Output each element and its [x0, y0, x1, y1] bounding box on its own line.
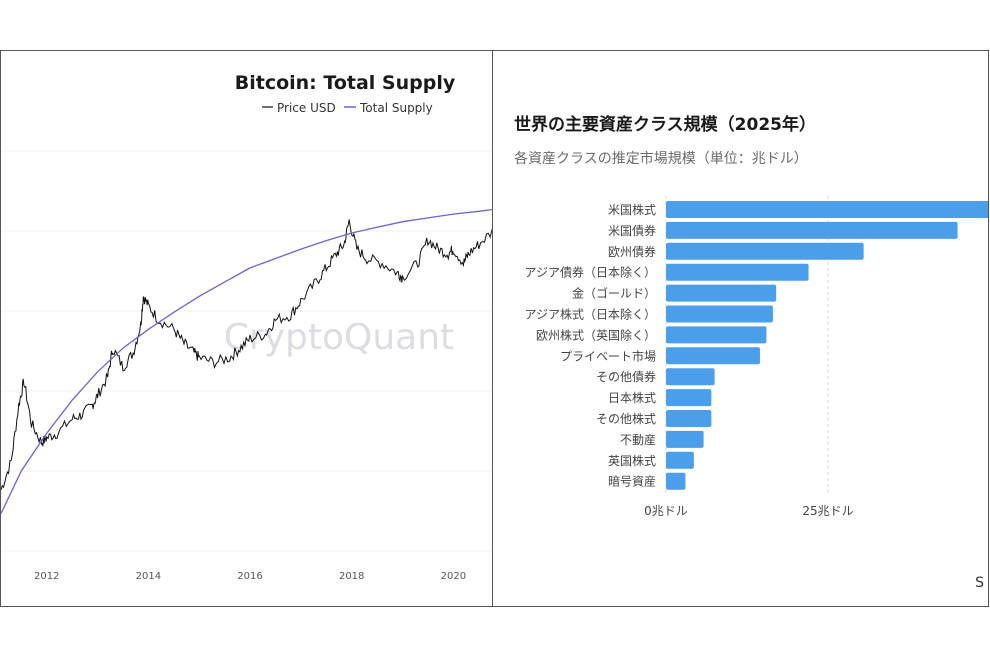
category-label: 暗号資産 — [608, 474, 656, 489]
legend-price-label: Price USD — [277, 101, 336, 115]
watermark: CryptoQuant — [224, 317, 454, 358]
bar — [666, 472, 686, 490]
gridlines — [665, 196, 829, 496]
bitcoin-supply-chart: CryptoQuant Bitcoin: Total Supply Price … — [1, 72, 492, 582]
x-axis: 0兆ドル 25兆ドル — [644, 504, 853, 518]
category-label: 米国債券 — [608, 223, 656, 238]
bar — [666, 389, 712, 407]
x-tick-label: 2020 — [441, 571, 466, 582]
bar — [666, 368, 715, 386]
bars-layer — [666, 201, 988, 490]
bar — [666, 347, 760, 365]
x-tick-label: 0兆ドル — [644, 504, 688, 518]
total-supply-line — [1, 208, 492, 514]
x-tick-label: 25兆ドル — [802, 504, 853, 518]
gridlines — [1, 150, 492, 552]
category-label: 不動産 — [620, 432, 656, 447]
category-label: 日本株式 — [608, 390, 656, 405]
bar — [666, 201, 988, 218]
bar — [666, 284, 777, 302]
x-axis: 2012 2014 2016 2018 2020 — [34, 571, 466, 582]
asset-class-chart: 世界の主要資産クラス規模（2025年） 各資産クラスの推定市場規模（単位：兆ドル… — [514, 114, 988, 518]
bar — [666, 263, 809, 281]
bitcoin-supply-chart-panel: CryptoQuant Bitcoin: Total Supply Price … — [0, 50, 493, 607]
chart-title: Bitcoin: Total Supply — [235, 72, 456, 94]
category-label: その他債券 — [596, 369, 656, 384]
bar — [666, 326, 767, 344]
category-label: 米国株式 — [608, 202, 656, 217]
category-label: アジア株式（日本除く） — [524, 307, 656, 322]
category-label: アジア債券（日本除く） — [524, 265, 656, 280]
x-tick-label: 2016 — [237, 571, 262, 582]
legend-supply-label: Total Supply — [359, 101, 433, 115]
category-label: 欧州株式（英国除く） — [536, 327, 656, 342]
x-tick-label: 2018 — [339, 571, 364, 582]
cut-off-text: S — [975, 575, 984, 591]
category-label: プライベート市場 — [560, 348, 656, 363]
legend: Price USD Total Supply — [262, 101, 433, 115]
category-label: 金（ゴールド） — [572, 286, 656, 301]
x-tick-label: 2014 — [136, 571, 161, 582]
bar — [666, 305, 773, 323]
bar — [666, 410, 712, 427]
bar — [666, 451, 694, 469]
bar — [666, 242, 864, 260]
category-label: その他株式 — [596, 411, 656, 426]
bar — [666, 430, 704, 448]
asset-class-chart-panel: 世界の主要資産クラス規模（2025年） 各資産クラスの推定市場規模（単位：兆ドル… — [492, 50, 989, 607]
price-usd-line — [1, 219, 492, 491]
chart-title: 世界の主要資産クラス規模（2025年） — [514, 114, 816, 135]
x-tick-label: 2012 — [34, 571, 59, 582]
chart-subtitle: 各資産クラスの推定市場規模（単位：兆ドル） — [514, 150, 808, 167]
bar — [666, 221, 958, 239]
series-layer — [1, 208, 492, 514]
category-label: 英国株式 — [608, 453, 656, 468]
category-label: 欧州債券 — [608, 244, 656, 259]
